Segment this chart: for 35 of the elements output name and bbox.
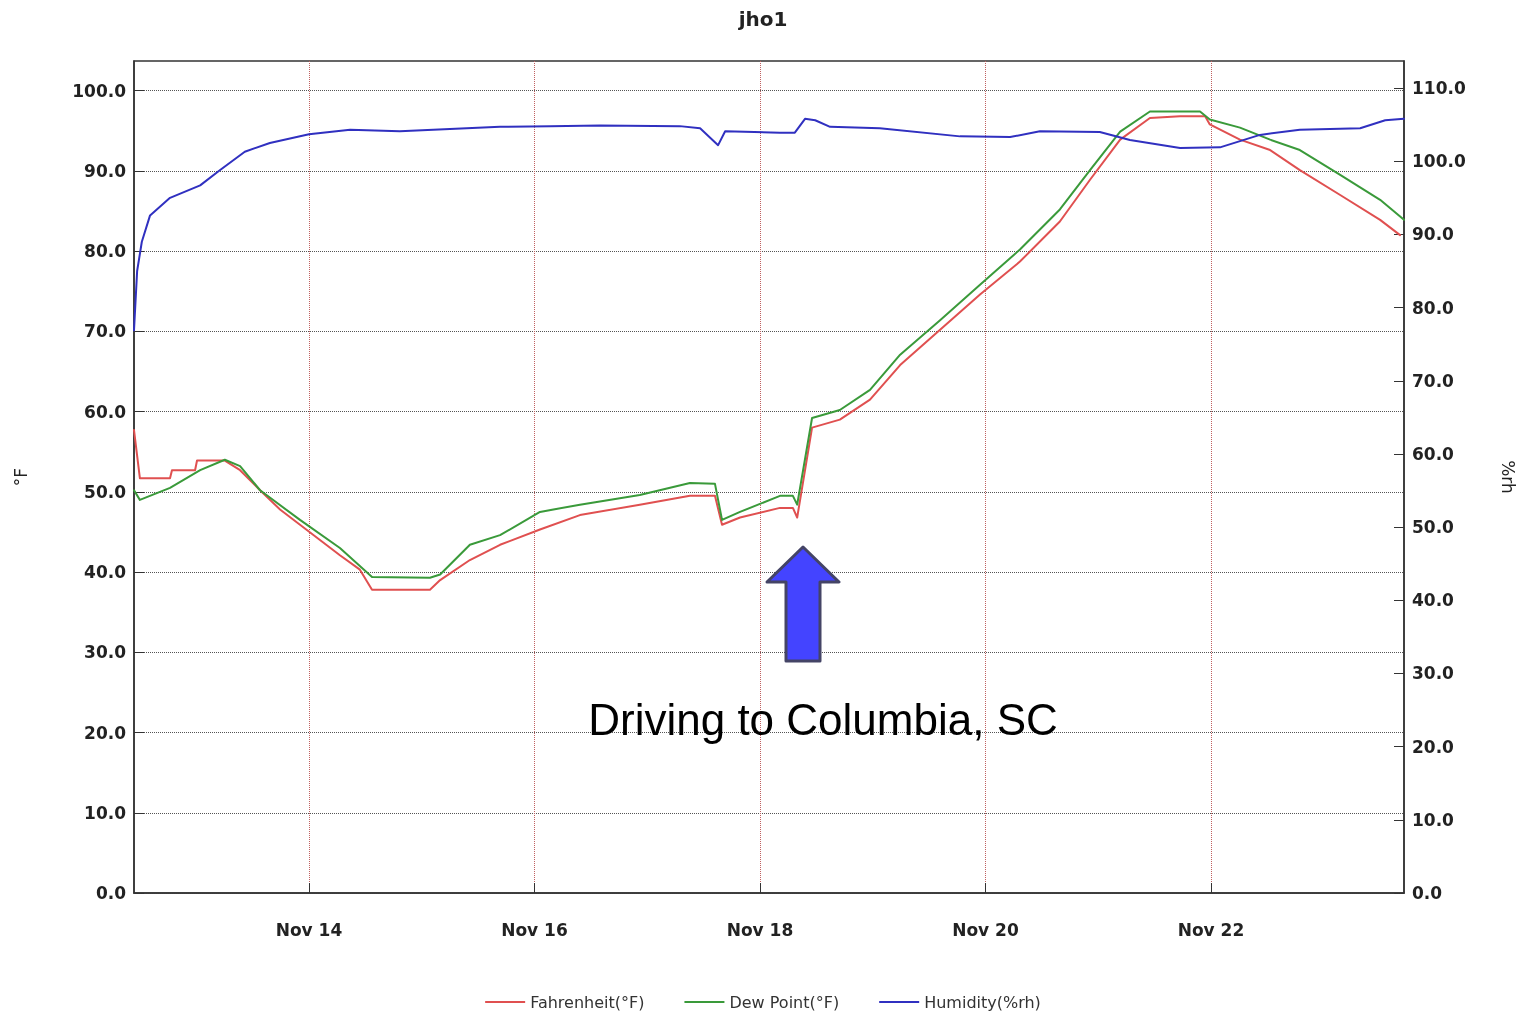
y-tick-label: 10.0 (84, 802, 127, 823)
y-tick-label: 50.0 (84, 481, 127, 502)
y2-tick-label: 40.0 (1412, 590, 1455, 611)
x-tick-label: Nov 14 (275, 919, 343, 940)
y2-tick-label: 100.0 (1412, 151, 1466, 172)
legend-label: Humidity(%rh) (924, 992, 1041, 1012)
y-tick-label: 80.0 (84, 241, 127, 262)
legend-label: Dew Point(°F) (729, 992, 840, 1012)
y2-tick-label: 70.0 (1412, 370, 1455, 391)
y2-tick-label: 20.0 (1412, 736, 1455, 757)
y2-tick-label: 90.0 (1412, 224, 1455, 245)
chart-title: jho1 (737, 7, 788, 31)
y-tick-label: 90.0 (84, 160, 127, 181)
y2-axis-title: %rh (1497, 460, 1518, 494)
y2-tick-label: 80.0 (1412, 297, 1455, 318)
y-tick-label: 20.0 (84, 722, 127, 743)
x-tick-label: Nov 16 (501, 919, 568, 940)
y-tick-label: 60.0 (84, 401, 127, 422)
x-tick-label: Nov 22 (1177, 919, 1245, 940)
y-tick-label: 40.0 (84, 562, 127, 583)
legend-label: Fahrenheit(°F) (530, 992, 645, 1012)
annotation: Driving to Columbia, SC (587, 695, 1059, 745)
y2-tick-label: 10.0 (1412, 809, 1455, 830)
x-tick-label: Nov 18 (726, 919, 794, 940)
y-tick-label: 70.0 (84, 321, 127, 342)
y2-tick-label: 50.0 (1412, 517, 1455, 538)
x-tick-label: Nov 20 (952, 919, 1019, 940)
y2-tick-label: 0.0 (1412, 883, 1443, 903)
y2-tick-label: 60.0 (1412, 443, 1455, 464)
y2-tick-label: 110.0 (1412, 78, 1466, 99)
y-tick-label: 100.0 (72, 80, 127, 101)
y-axis-title: °F (10, 467, 31, 487)
y-tick-label: 0.0 (95, 883, 127, 903)
y-tick-label: 30.0 (84, 642, 127, 663)
y2-tick-label: 30.0 (1412, 663, 1455, 684)
